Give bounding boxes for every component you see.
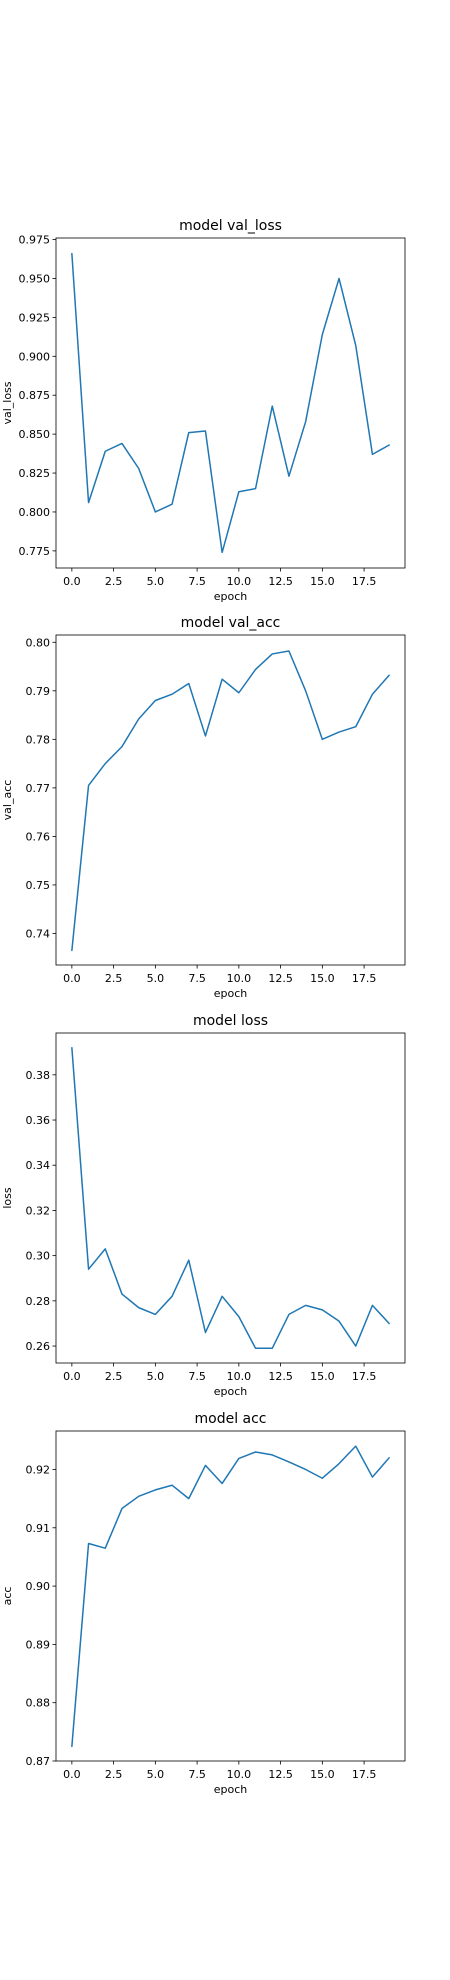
y-tick-label: 0.79	[26, 685, 51, 698]
x-tick-label: 5.0	[147, 1370, 165, 1383]
y-axis-label: acc	[1, 1587, 14, 1606]
x-tick-label: 0.0	[63, 575, 81, 588]
x-tick-label: 15.0	[310, 575, 335, 588]
y-tick-label: 0.92	[26, 1463, 51, 1476]
y-tick-label: 0.88	[26, 1697, 51, 1710]
y-tick-label: 0.34	[26, 1159, 51, 1172]
x-tick-label: 10.0	[227, 1768, 252, 1781]
y-tick-label: 0.76	[26, 830, 51, 843]
chart-panel: model acc 0.0 2.5 5.0 7.5 10.0 12.5 15.0 17.5 0.8…	[1, 1411, 406, 1796]
y-tick-label: 0.28	[26, 1295, 51, 1308]
x-tick-label: 12.5	[268, 972, 293, 985]
x-tick-label: 0.0	[63, 1370, 81, 1383]
x-axis-label: epoch	[214, 987, 248, 1000]
x-axis-label: epoch	[214, 590, 248, 603]
chart-title: model acc	[194, 1411, 266, 1427]
x-tick-label: 15.0	[310, 972, 335, 985]
x-tick-label: 2.5	[105, 1768, 123, 1781]
x-tick-label: 12.5	[268, 1768, 293, 1781]
chart-panel: model loss 0.0 2.5 5.0 7.5 10.0 12.5 15.0 17.5 0.…	[1, 1013, 406, 1398]
x-tick-label: 15.0	[310, 1370, 335, 1383]
y-tick-label: 0.950	[19, 272, 51, 285]
y-tick-label: 0.26	[26, 1340, 51, 1353]
x-tick-label: 15.0	[310, 1768, 335, 1781]
y-axis-label: loss	[1, 1187, 14, 1209]
chart-title: model loss	[193, 1013, 268, 1029]
chart-title: model val_loss	[179, 218, 282, 234]
x-tick-label: 10.0	[227, 1370, 252, 1383]
x-tick-label: 17.5	[352, 1768, 377, 1781]
x-tick-label: 5.0	[147, 972, 165, 985]
y-tick-label: 0.38	[26, 1069, 51, 1082]
plot-frame	[55, 1032, 406, 1364]
x-tick-label: 5.0	[147, 1768, 165, 1781]
y-tick-label: 0.30	[26, 1250, 51, 1263]
x-tick-label: 2.5	[105, 972, 123, 985]
y-tick-label: 0.925	[19, 311, 51, 324]
y-tick-label: 0.775	[19, 545, 51, 558]
x-tick-label: 7.5	[188, 1370, 206, 1383]
y-axis-label: val_loss	[1, 381, 14, 424]
x-tick-label: 2.5	[105, 1370, 123, 1383]
series-line	[71, 252, 390, 554]
y-tick-label: 0.975	[19, 234, 51, 247]
series-line	[71, 1445, 390, 1748]
series-line	[71, 1046, 390, 1350]
y-tick-label: 0.89	[26, 1638, 51, 1651]
x-tick-label: 17.5	[352, 575, 377, 588]
chart-panel: model val_acc 0.0 2.5 5.0 7.5 10.0 12.5 15.0 17.…	[1, 615, 406, 1000]
y-axis-label: val_acc	[1, 780, 14, 821]
y-tick-label: 0.800	[19, 506, 51, 519]
y-tick-label: 0.80	[26, 636, 51, 649]
y-tick-label: 0.90	[26, 1580, 51, 1593]
y-tick-label: 0.875	[19, 389, 51, 402]
chart-panel: model val_loss 0.0 2.5 5.0 7.5 10.0 12.5 15.0 17…	[1, 218, 406, 603]
y-tick-label: 0.825	[19, 467, 51, 480]
y-tick-label: 0.32	[26, 1204, 51, 1217]
x-axis-label: epoch	[214, 1385, 248, 1398]
chart-title: model val_acc	[181, 615, 281, 631]
y-tick-label: 0.36	[26, 1114, 51, 1127]
x-tick-label: 12.5	[268, 575, 293, 588]
series-line	[71, 650, 390, 952]
x-tick-label: 7.5	[188, 1768, 206, 1781]
x-tick-label: 17.5	[352, 1370, 377, 1383]
x-tick-label: 10.0	[227, 972, 252, 985]
y-tick-label: 0.900	[19, 350, 51, 363]
plot-frame	[55, 237, 406, 569]
y-tick-label: 0.74	[26, 927, 51, 940]
y-tick-label: 0.78	[26, 733, 51, 746]
plot-frame	[55, 1430, 406, 1762]
x-tick-label: 10.0	[227, 575, 252, 588]
x-tick-label: 2.5	[105, 575, 123, 588]
x-tick-label: 17.5	[352, 972, 377, 985]
y-tick-label: 0.75	[26, 879, 51, 892]
y-tick-label: 0.91	[26, 1522, 51, 1535]
x-tick-label: 5.0	[147, 575, 165, 588]
x-tick-label: 7.5	[188, 972, 206, 985]
x-tick-label: 12.5	[268, 1370, 293, 1383]
x-tick-label: 0.0	[63, 1768, 81, 1781]
x-tick-label: 7.5	[188, 575, 206, 588]
y-tick-label: 0.87	[26, 1755, 51, 1768]
plot-frame	[55, 634, 406, 966]
x-axis-label: epoch	[214, 1783, 248, 1796]
x-tick-label: 0.0	[63, 972, 81, 985]
y-tick-label: 0.850	[19, 428, 51, 441]
y-tick-label: 0.77	[26, 782, 51, 795]
